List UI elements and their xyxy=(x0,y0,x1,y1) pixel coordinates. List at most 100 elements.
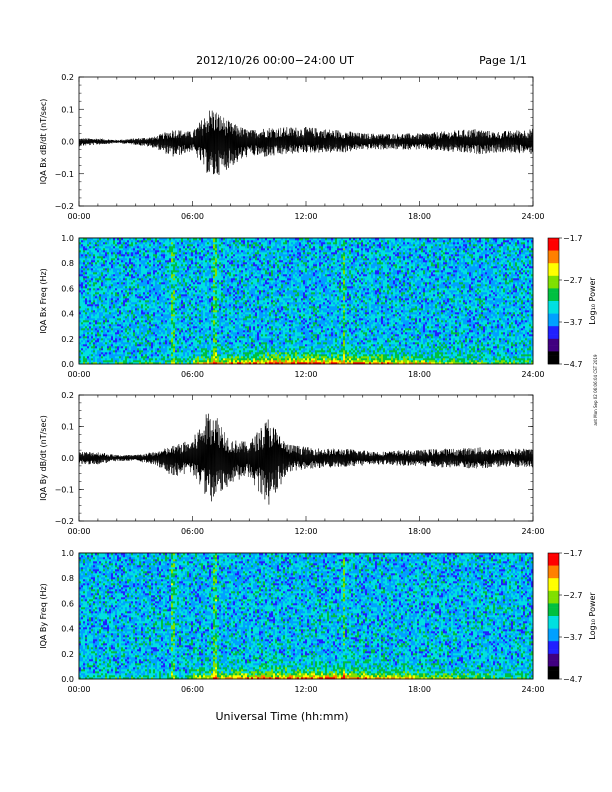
spectrogram-cell xyxy=(85,280,88,283)
spectrogram-cell xyxy=(157,348,160,351)
spectrogram-cell xyxy=(141,354,144,357)
spectrogram-cell xyxy=(179,308,182,311)
spectrogram-cell xyxy=(133,316,136,319)
spectrogram-cell xyxy=(85,332,88,335)
spectrogram-cell xyxy=(93,336,96,339)
spectrogram-cell xyxy=(167,310,170,313)
spectrogram-cell xyxy=(103,314,106,317)
spectrogram-cell xyxy=(87,250,90,253)
spectrogram-cell xyxy=(161,256,164,259)
spectrogram-cell xyxy=(85,248,88,251)
spectrogram-cell xyxy=(125,270,128,273)
spectrogram-cell xyxy=(165,358,168,361)
spectrogram-cell xyxy=(121,334,124,337)
spectrogram-cell xyxy=(99,284,102,287)
spectrogram-cell xyxy=(167,278,170,281)
spectrogram-cell xyxy=(103,294,106,297)
spectrogram-cell xyxy=(95,256,98,259)
spectrogram-cell xyxy=(209,290,212,293)
spectrogram-cell xyxy=(203,336,206,339)
spectrogram-cell xyxy=(179,256,182,259)
spectrogram-cell xyxy=(177,354,180,357)
spectrogram-cell xyxy=(117,266,120,269)
spectrogram-cell xyxy=(91,272,94,275)
spectrogram-cell xyxy=(97,268,100,271)
spectrogram-cell xyxy=(211,266,214,269)
spectrogram-cell xyxy=(111,340,114,343)
spectrogram-cell xyxy=(123,314,126,317)
spectrogram-cell xyxy=(101,276,104,279)
spectrogram-cell xyxy=(153,330,156,333)
spectrogram-cell xyxy=(135,246,138,249)
spectrogram-cell xyxy=(213,270,216,273)
spectrogram-cell xyxy=(131,346,134,349)
spectrogram-cell xyxy=(157,306,160,309)
spectrogram-cell xyxy=(213,342,216,345)
spectrogram-cell xyxy=(87,328,90,331)
spectrogram-cell xyxy=(83,290,86,293)
spectrogram-cell xyxy=(181,354,184,357)
spectrogram-cell xyxy=(105,274,108,277)
spectrogram-cell xyxy=(227,254,230,257)
spectrogram-cell xyxy=(133,258,136,261)
spectrogram-cell xyxy=(193,344,196,347)
spectrogram-cell xyxy=(219,306,222,309)
spectrogram-cell xyxy=(157,322,160,325)
spectrogram-cell xyxy=(127,284,130,287)
spectrogram-cell xyxy=(139,332,142,335)
spectrogram-cell xyxy=(123,266,126,269)
spectrogram-cell xyxy=(213,288,216,291)
spectrogram-cell xyxy=(179,336,182,339)
spectrogram-cell xyxy=(143,256,146,259)
spectrogram-cell xyxy=(83,320,86,323)
spectrogram-cell xyxy=(143,338,146,341)
spectrogram-cell xyxy=(105,272,108,275)
spectrogram-cell xyxy=(189,248,192,251)
spectrogram-cell xyxy=(177,268,180,271)
spectrogram-cell xyxy=(227,326,230,329)
spectrogram-cell xyxy=(191,360,194,363)
spectrogram-cell xyxy=(213,356,216,359)
spectrogram-cell xyxy=(117,332,120,335)
spectrogram-cell xyxy=(193,256,196,259)
x-tick-label: 18:00 xyxy=(408,370,431,379)
spectrogram-cell xyxy=(91,276,94,279)
spectrogram-cell xyxy=(147,340,150,343)
spectrogram-cell xyxy=(163,276,166,279)
spectrogram-cell xyxy=(141,356,144,359)
spectrogram-cell xyxy=(113,338,116,341)
spectrogram-cell xyxy=(103,268,106,271)
spectrogram-cell xyxy=(149,254,152,257)
spectrogram-cell xyxy=(203,302,206,305)
spectrogram-cell xyxy=(139,278,142,281)
spectrogram-cell xyxy=(155,246,158,249)
spectrogram-cell xyxy=(197,292,200,295)
spectrogram-cell xyxy=(111,326,114,329)
spectrogram-cell xyxy=(193,358,196,361)
spectrogram-cell xyxy=(123,304,126,307)
spectrogram-cell xyxy=(145,290,148,293)
spectrogram-cell xyxy=(207,248,210,251)
spectrogram-cell xyxy=(195,262,198,265)
spectrogram-cell xyxy=(215,312,218,315)
spectrogram-cell xyxy=(79,312,82,315)
spectrogram-cell xyxy=(217,264,220,267)
spectrogram-cell xyxy=(109,316,112,319)
spectrogram-cell xyxy=(183,344,186,347)
spectrogram-cell xyxy=(187,318,190,321)
spectrogram-cell xyxy=(205,320,208,323)
spectrogram-cell xyxy=(81,268,84,271)
spectrogram-cell xyxy=(153,326,156,329)
spectrogram-cell xyxy=(195,260,198,263)
spectrogram-cell xyxy=(97,246,100,249)
spectrogram-cell xyxy=(145,292,148,295)
spectrogram-cell xyxy=(159,292,162,295)
spectrogram-cell xyxy=(131,304,134,307)
spectrogram-cell xyxy=(199,320,202,323)
spectrogram-cell xyxy=(137,274,140,277)
spectrogram-cell xyxy=(207,282,210,285)
spectrogram-cell xyxy=(137,330,140,333)
spectrogram-cell xyxy=(139,312,142,315)
spectrogram-cell xyxy=(123,300,126,303)
spectrogram-cell xyxy=(79,342,82,345)
